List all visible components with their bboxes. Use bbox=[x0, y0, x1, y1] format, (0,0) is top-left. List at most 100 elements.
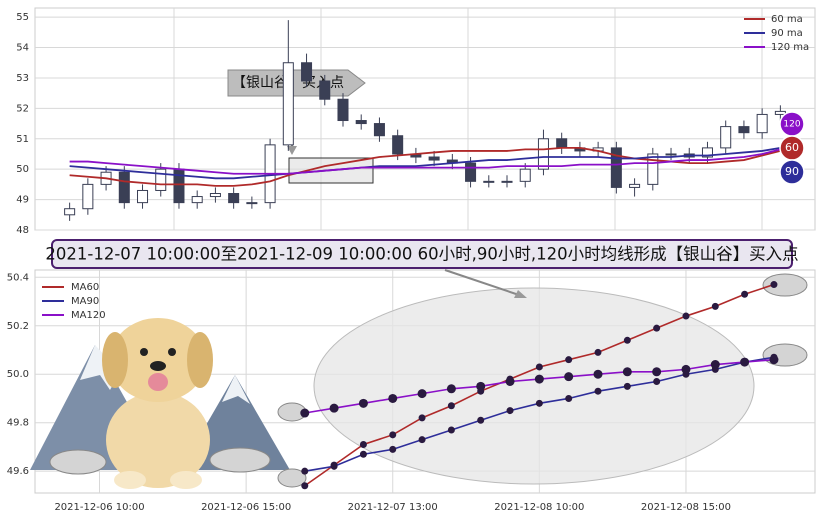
candle-body bbox=[373, 123, 385, 137]
ma-point bbox=[622, 367, 632, 377]
ma-point bbox=[652, 367, 662, 377]
candle-body bbox=[155, 168, 167, 191]
ma-point bbox=[359, 450, 367, 458]
ma-point bbox=[711, 302, 719, 310]
ma-point bbox=[623, 382, 631, 390]
candle-body bbox=[301, 62, 313, 82]
candle-body bbox=[82, 183, 94, 210]
candle-body bbox=[465, 162, 477, 182]
candle-body bbox=[774, 110, 786, 115]
candle-body bbox=[282, 62, 294, 146]
ma-point bbox=[301, 482, 309, 490]
ma-line bbox=[69, 147, 781, 180]
legend-label: MA120 bbox=[71, 310, 106, 321]
candle-body bbox=[537, 138, 549, 170]
x-tick-label: 2021-12-08 15:00 bbox=[641, 502, 731, 513]
y-tick-label: 53 bbox=[16, 73, 29, 84]
y-tick-label: 49.6 bbox=[7, 466, 29, 477]
ma-point bbox=[358, 398, 368, 408]
end-label: 120 bbox=[783, 120, 800, 130]
ma-point bbox=[447, 426, 455, 434]
candle-body bbox=[629, 183, 641, 188]
candle-body bbox=[519, 168, 531, 182]
ma-point bbox=[565, 394, 573, 402]
ma-point bbox=[476, 381, 486, 391]
candle-body bbox=[319, 80, 331, 100]
y-tick-label: 50 bbox=[16, 164, 29, 175]
y-tick-label: 49.8 bbox=[7, 418, 29, 429]
y-tick-label: 50.0 bbox=[7, 369, 29, 380]
ma-point bbox=[653, 378, 661, 385]
legend-label: 120 ma bbox=[771, 42, 809, 53]
ma-point bbox=[534, 374, 544, 384]
ma-point bbox=[535, 399, 543, 407]
legend-label: 60 ma bbox=[771, 14, 803, 25]
annotation-pointer-head bbox=[287, 146, 297, 155]
ma-point bbox=[389, 431, 397, 439]
x-tick-label: 2021-12-07 13:00 bbox=[348, 502, 438, 513]
ma-point bbox=[623, 336, 631, 344]
legend-label: MA90 bbox=[71, 296, 99, 307]
ma-point bbox=[447, 402, 455, 410]
ma-point bbox=[418, 436, 426, 444]
end-label: 90 bbox=[785, 165, 799, 178]
dog-illustration bbox=[102, 318, 213, 489]
legend-label: MA60 bbox=[71, 282, 99, 293]
candle-body bbox=[209, 193, 221, 198]
ma-point bbox=[330, 462, 338, 470]
candle-body bbox=[191, 196, 203, 204]
candle-body bbox=[556, 138, 568, 149]
candle-body bbox=[137, 189, 149, 204]
candle-body bbox=[246, 202, 258, 205]
x-tick-label: 2021-12-06 10:00 bbox=[54, 502, 144, 513]
candle-body bbox=[337, 98, 349, 122]
candle-body bbox=[228, 193, 240, 204]
ma-point bbox=[329, 403, 339, 413]
candle-body bbox=[738, 126, 750, 134]
candle-body bbox=[720, 126, 732, 149]
y-tick-label: 51 bbox=[16, 134, 29, 145]
ma-point bbox=[417, 389, 427, 399]
candle-body bbox=[756, 113, 768, 134]
banner-pointer-head bbox=[514, 290, 527, 298]
ma-line bbox=[69, 146, 781, 187]
banner-pointer bbox=[444, 269, 523, 297]
ma-line bbox=[69, 148, 781, 175]
banner-title: 2021-12-07 10:00:00至2021-12-09 10:00:00 … bbox=[45, 245, 798, 264]
ma-point bbox=[769, 355, 779, 365]
y-tick-label: 50.4 bbox=[7, 272, 29, 283]
y-tick-label: 49 bbox=[16, 195, 29, 206]
ma-point bbox=[741, 290, 749, 298]
ma-point bbox=[389, 445, 397, 453]
candle-body bbox=[392, 135, 404, 155]
ma-point bbox=[681, 364, 691, 374]
ma-point bbox=[740, 357, 750, 367]
ma-point bbox=[477, 416, 485, 424]
top-plot-frame bbox=[34, 7, 816, 231]
candle-body bbox=[501, 180, 513, 183]
candle-body bbox=[428, 156, 440, 161]
end-label-badge bbox=[779, 159, 805, 185]
annotation-arrow bbox=[227, 69, 366, 97]
candle-body bbox=[610, 147, 622, 188]
ma-point bbox=[710, 360, 720, 370]
silver-ingots bbox=[49, 273, 808, 488]
ma-point bbox=[594, 387, 602, 395]
y-tick-label: 54 bbox=[16, 43, 29, 54]
ma-point bbox=[446, 384, 456, 394]
ma-point bbox=[594, 348, 602, 356]
x-tick-label: 2021-12-08 10:00 bbox=[494, 502, 584, 513]
candle-body bbox=[647, 153, 659, 185]
y-tick-label: 52 bbox=[16, 103, 29, 114]
ma-point bbox=[359, 441, 367, 449]
ma-point bbox=[505, 377, 515, 386]
candle-body bbox=[355, 120, 367, 125]
candle-body bbox=[701, 147, 713, 158]
ma-point bbox=[564, 372, 574, 382]
candle-body bbox=[483, 180, 495, 183]
ma-point bbox=[565, 356, 573, 364]
y-tick-label: 50.2 bbox=[7, 321, 29, 332]
ma-point bbox=[418, 414, 426, 422]
ma-point bbox=[506, 407, 514, 415]
